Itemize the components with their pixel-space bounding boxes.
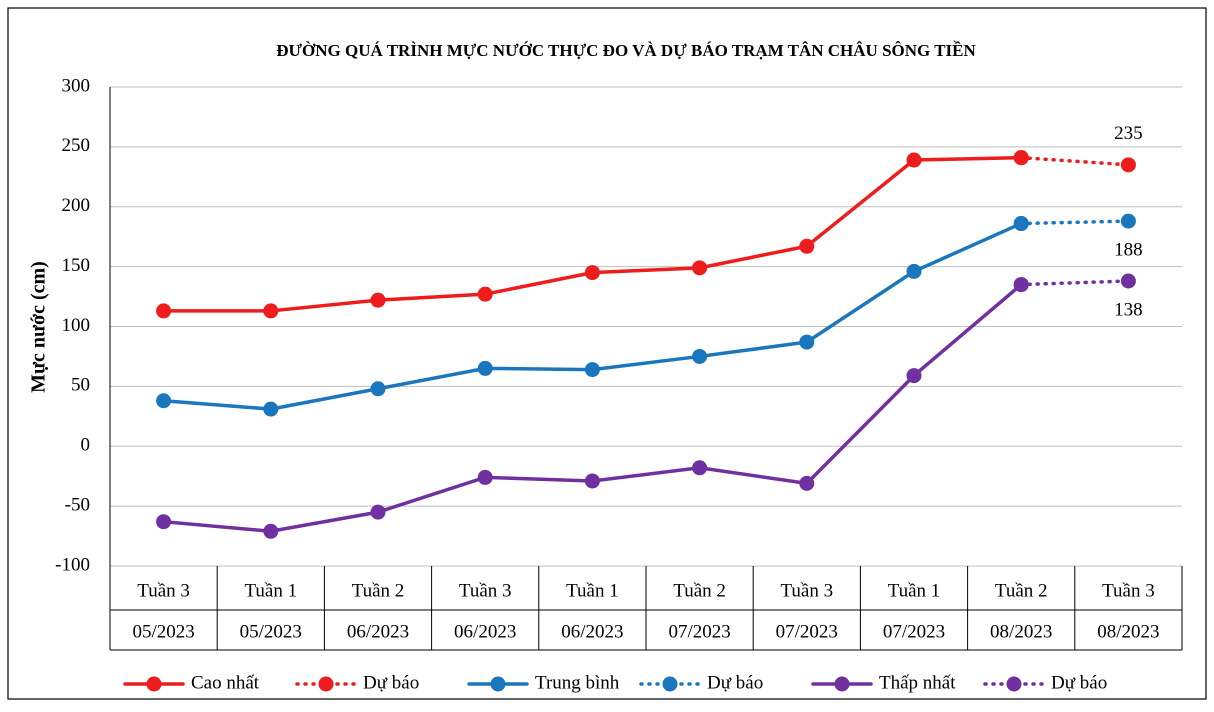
- data-point: [584, 473, 600, 489]
- data-label: 188: [1114, 239, 1143, 260]
- y-tick-label: -50: [65, 494, 90, 515]
- data-point: [906, 263, 922, 279]
- y-tick-label: 150: [62, 255, 91, 276]
- series-line: [1019, 279, 1131, 287]
- x-tick-label: Tuần 3: [1102, 580, 1155, 601]
- data-point: [156, 303, 172, 319]
- data-point: [799, 334, 815, 350]
- x-tick-group-label: 06/2023: [561, 621, 623, 642]
- series-line: [1019, 219, 1131, 226]
- y-tick-label: 0: [81, 435, 91, 456]
- data-point: [263, 523, 279, 539]
- x-tick-group-label: 06/2023: [347, 621, 409, 642]
- y-tick-label: 250: [62, 135, 91, 156]
- data-point: [370, 381, 386, 397]
- data-label: 235: [1114, 123, 1143, 144]
- data-point: [1120, 213, 1136, 229]
- y-axis-label: Mực nước (cm): [28, 261, 50, 393]
- series-line: [1019, 155, 1131, 167]
- data-point: [906, 152, 922, 168]
- y-tick-label: -100: [55, 554, 90, 575]
- x-tick-group-label: 07/2023: [883, 621, 945, 642]
- x-tick-label: Tuần 1: [888, 580, 941, 601]
- data-point: [692, 348, 708, 364]
- data-point: [906, 368, 922, 384]
- legend-marker: [662, 676, 678, 692]
- x-tick-group-label: 06/2023: [454, 621, 516, 642]
- x-tick-label: Tuần 3: [137, 580, 190, 601]
- legend-label: Dự báo: [363, 672, 419, 693]
- legend-label: Trung bình: [535, 672, 620, 693]
- data-point: [799, 238, 815, 254]
- legend-label: Dự báo: [707, 672, 763, 693]
- data-point: [370, 292, 386, 308]
- x-tick-group-label: 08/2023: [990, 621, 1052, 642]
- data-point: [1013, 150, 1029, 166]
- chart-border: [7, 7, 1207, 700]
- legend-marker: [834, 676, 850, 692]
- x-tick-group-label: 05/2023: [132, 621, 194, 642]
- x-tick-label: Tuần 2: [352, 580, 405, 601]
- data-point: [584, 362, 600, 378]
- data-point: [156, 393, 172, 409]
- legend-marker: [146, 676, 162, 692]
- y-tick-label: 300: [62, 75, 91, 96]
- legend-label: Cao nhất: [191, 672, 260, 693]
- data-point: [1013, 277, 1029, 293]
- data-point: [477, 286, 493, 302]
- data-point: [1120, 273, 1136, 289]
- legend-marker: [1006, 676, 1022, 692]
- data-point: [263, 303, 279, 319]
- x-tick-label: Tuần 2: [995, 580, 1048, 601]
- x-tick-group-label: 08/2023: [1097, 621, 1159, 642]
- legend-marker: [490, 676, 506, 692]
- y-tick-label: 50: [71, 375, 90, 396]
- chart-title: ĐƯỜNG QUÁ TRÌNH MỰC NƯỚC THỰC ĐO VÀ DỰ B…: [276, 41, 976, 60]
- data-point: [477, 360, 493, 376]
- x-tick-group-label: 07/2023: [668, 621, 730, 642]
- data-point: [1013, 216, 1029, 232]
- data-point: [799, 475, 815, 491]
- data-point: [477, 469, 493, 485]
- data-point: [692, 460, 708, 476]
- x-tick-group-label: 05/2023: [240, 621, 302, 642]
- data-point: [692, 260, 708, 276]
- data-point: [584, 265, 600, 281]
- x-tick-label: Tuần 3: [459, 580, 512, 601]
- x-tick-label: Tuần 1: [566, 580, 619, 601]
- legend-marker: [318, 676, 334, 692]
- data-point: [156, 514, 172, 530]
- x-tick-label: Tuần 2: [673, 580, 726, 601]
- x-tick-label: Tuần 3: [780, 580, 833, 601]
- legend-label: Dự báo: [1051, 672, 1107, 693]
- data-point: [370, 504, 386, 520]
- y-tick-label: 100: [62, 315, 91, 336]
- legend-label: Thấp nhất: [879, 672, 956, 693]
- x-tick-group-label: 07/2023: [776, 621, 838, 642]
- data-point: [263, 401, 279, 417]
- data-point: [1120, 157, 1136, 173]
- x-tick-label: Tuần 1: [244, 580, 297, 601]
- data-label: 138: [1114, 299, 1143, 320]
- y-tick-label: 200: [62, 195, 91, 216]
